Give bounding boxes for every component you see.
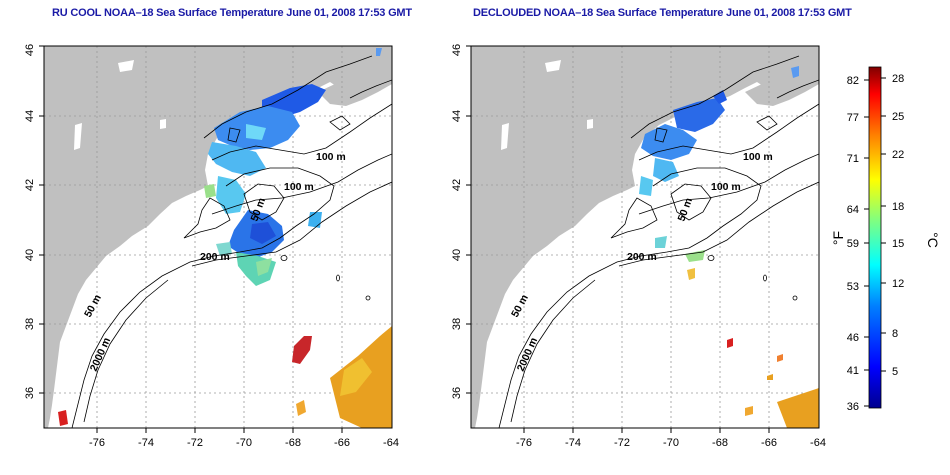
lon-tick-label: -70: [663, 437, 679, 449]
colorbar-f-tick: 59: [847, 238, 859, 250]
left-map-title: RU COOL NOAA–18 Sea Surface Temperature …: [52, 7, 412, 19]
right-sst-data: [639, 66, 819, 428]
lon-tick-label: -68: [285, 437, 301, 449]
colorbar-c-tick: 25: [892, 111, 904, 123]
lat-tick-label: 42: [451, 179, 463, 191]
lon-tick-label: -72: [187, 437, 203, 449]
colorbar-c-tick: 12: [892, 278, 904, 290]
colorbar-c-tick: 8: [892, 328, 898, 340]
lat-tick-label: 42: [24, 179, 36, 191]
lat-tick-label: 38: [24, 318, 36, 330]
colorbar-f-tick: 64: [847, 204, 859, 216]
colorbar-c-tick: 5: [892, 366, 898, 378]
lat-tick-label: 36: [24, 387, 36, 399]
right-grid: [471, 46, 819, 428]
lat-tick-label: 40: [451, 249, 463, 261]
colorbar-f-tick: 82: [847, 75, 859, 87]
colorbar-f-tick: 36: [847, 401, 859, 413]
colorbar-c-tick: 15: [892, 238, 904, 250]
colorbar-c-tick: 28: [892, 73, 904, 85]
lon-tick-label: -76: [516, 437, 532, 449]
lon-tick-label: -74: [138, 437, 154, 449]
colorbar-unit-c: °C: [925, 232, 941, 248]
colorbar-c-tick: 18: [892, 201, 904, 213]
colorbar-f-tick: 71: [847, 153, 859, 165]
contour-label: 100 m: [711, 181, 741, 193]
contour-label: 100 m: [316, 151, 346, 163]
right-contours: [498, 55, 819, 428]
lon-tick-label: -70: [236, 437, 252, 449]
colorbar-c-tick: 22: [892, 149, 904, 161]
right-map: 100 m 100 m 50 m 200 m 50 m 2000 m -76 -…: [451, 44, 826, 449]
lat-tick-label: 44: [451, 110, 463, 122]
contour-label: 100 m: [743, 151, 773, 163]
colorbar-unit-f: °F: [830, 231, 846, 245]
colorbar-gradient: [868, 66, 882, 409]
contour-label: 200 m: [627, 251, 657, 263]
colorbar: 82 77 71 64 59 53 46 41 36 28 25 22 18 1…: [830, 66, 941, 413]
lat-tick-label: 38: [451, 318, 463, 330]
lon-tick-label: -68: [712, 437, 728, 449]
land-mass: [471, 46, 819, 428]
land-mass: [44, 46, 392, 428]
contour-label: 100 m: [284, 181, 314, 193]
lon-tick-label: -66: [761, 437, 777, 449]
left-map: 100 m 100 m 50 m 200 m 50 m 2000 m -76 -…: [24, 44, 399, 449]
lat-tick-label: 40: [24, 249, 36, 261]
left-contours: [71, 55, 392, 428]
lon-tick-label: -72: [614, 437, 630, 449]
colorbar-f-tick: 53: [847, 281, 859, 293]
lon-tick-label: -74: [565, 437, 581, 449]
lon-tick-label: -64: [810, 437, 826, 449]
contour-label: 200 m: [200, 251, 230, 263]
nova-scotia: [745, 60, 819, 106]
lon-tick-label: -66: [334, 437, 350, 449]
lat-tick-label: 46: [24, 44, 36, 56]
colorbar-f-tick: 46: [847, 332, 859, 344]
colorbar-f-tick: 77: [847, 112, 859, 124]
colorbar-f-tick: 41: [847, 365, 859, 377]
lon-tick-label: -64: [383, 437, 399, 449]
nova-scotia: [318, 60, 392, 106]
lat-tick-label: 44: [24, 110, 36, 122]
lat-tick-label: 46: [451, 44, 463, 56]
lat-tick-label: 36: [451, 387, 463, 399]
lon-tick-label: -76: [89, 437, 105, 449]
right-map-title: DECLOUDED NOAA–18 Sea Surface Temperatur…: [473, 7, 852, 19]
